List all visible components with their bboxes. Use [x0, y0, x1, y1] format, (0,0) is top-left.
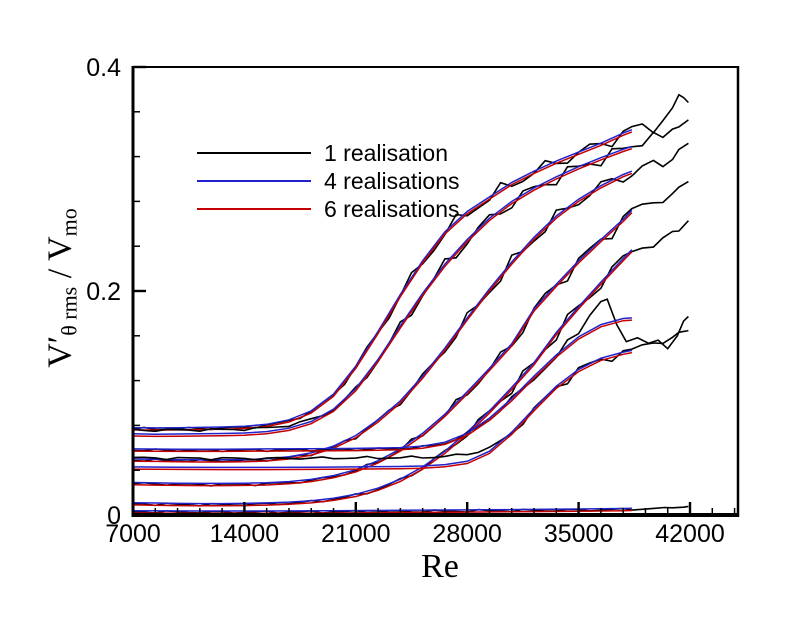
x-tick-label: 14000 [210, 520, 280, 548]
y-tick-label: 0.2 [86, 278, 121, 306]
x-tick-label: 28000 [432, 520, 502, 548]
legend-label: 1 realisation [324, 139, 449, 166]
x-tick-label: 21000 [321, 520, 391, 548]
y-axis-label-v2: V [41, 236, 79, 261]
y-axis-label-sub-mo: mo [56, 208, 82, 237]
y-tick-label: 0.4 [86, 54, 121, 82]
curve-position-5-1-realisation [133, 220, 689, 507]
legend-row-1: 1 realisation [197, 139, 460, 167]
curve-position-3-4-realisations [133, 170, 633, 461]
curve-position-7-1-realisation [133, 329, 689, 461]
curve-position-4-4-realisations [133, 209, 633, 485]
y-axis-label-prime: ′ [41, 335, 79, 344]
curve-position-5-4-realisations [133, 249, 633, 505]
legend-label: 4 realisations [324, 167, 460, 194]
legend-line-swatch [197, 152, 311, 154]
x-tick-label: 7000 [105, 520, 161, 548]
legend-row-2: 4 realisations [197, 167, 460, 195]
legend-row-3: 6 realisations [197, 195, 460, 223]
curve-position-5-6-realisations [133, 251, 633, 507]
curve-position-6-6-realisations [133, 319, 632, 453]
curve-position-7-6-realisations [133, 351, 633, 471]
curve-position-6-4-realisations [133, 317, 632, 450]
curve-position-2-4-realisations [133, 145, 633, 435]
curve-position-4-1-realisation [133, 180, 689, 487]
legend-line-swatch [197, 180, 311, 182]
legend-label: 6 realisations [324, 195, 460, 222]
x-tick-label: 42000 [655, 520, 725, 548]
legend-line-swatch [197, 208, 311, 210]
curve-position-3-6-realisations [133, 172, 633, 463]
y-tick-label: 0 [107, 502, 121, 530]
y-axis-label-sub-theta-rms: θ rms [56, 286, 82, 336]
x-tick-label: 35000 [544, 520, 614, 548]
curve-position-4-6-realisations [133, 212, 633, 487]
curve-position-7-4-realisations [133, 349, 633, 469]
y-axis-label-v: V [41, 343, 79, 368]
ticks-group: 7000 14000 21000 28000 35000 42000 0 0.2 0.4 [86, 54, 736, 548]
y-axis-label-slash: / [41, 260, 79, 287]
x-axis-label: Re [421, 548, 459, 585]
legend: 1 realisation 4 realisations 6 realisation… [197, 139, 460, 223]
curve-position-1-4-realisations [133, 129, 633, 429]
y-axis-label: V′θ rms / Vmo [42, 208, 83, 368]
curve-position-2-6-realisations [133, 147, 633, 438]
